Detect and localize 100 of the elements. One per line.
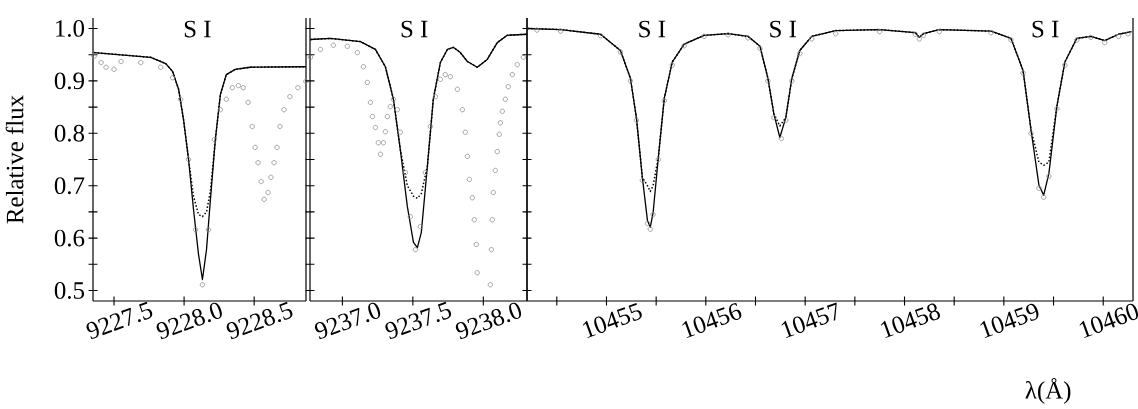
point bbox=[783, 117, 789, 123]
point bbox=[317, 46, 324, 53]
point bbox=[390, 96, 397, 102]
point bbox=[360, 64, 367, 70]
point bbox=[387, 103, 393, 110]
point bbox=[499, 108, 505, 114]
annotation: S I bbox=[401, 20, 428, 38]
y-tick-label: 0.9 bbox=[54, 72, 84, 90]
point bbox=[1028, 130, 1034, 136]
point bbox=[459, 107, 465, 113]
point bbox=[369, 113, 376, 120]
point bbox=[474, 270, 480, 276]
y-axis-title: Relative flux bbox=[5, 95, 24, 224]
point bbox=[271, 160, 277, 166]
x-tick-label: 9237.0 bbox=[314, 302, 381, 340]
point bbox=[277, 123, 283, 130]
point bbox=[265, 189, 271, 196]
point bbox=[382, 129, 388, 135]
x-axis-title: λ(Å) bbox=[1025, 378, 1071, 404]
x-tick-label: 10458 bbox=[880, 303, 940, 339]
point bbox=[489, 217, 495, 223]
point bbox=[534, 27, 540, 33]
point bbox=[505, 84, 511, 90]
x-tick-label: 10457 bbox=[781, 302, 837, 339]
point bbox=[344, 43, 350, 49]
point bbox=[650, 211, 656, 218]
point bbox=[492, 167, 498, 174]
point bbox=[514, 62, 520, 68]
point bbox=[669, 62, 675, 68]
point bbox=[407, 214, 413, 220]
point bbox=[240, 85, 246, 91]
point bbox=[701, 33, 707, 39]
point bbox=[765, 78, 771, 84]
point bbox=[255, 160, 261, 166]
point bbox=[509, 72, 515, 78]
point bbox=[464, 153, 470, 159]
point bbox=[354, 49, 360, 56]
point bbox=[205, 227, 212, 233]
y-tick-label: 0.5 bbox=[54, 282, 85, 299]
point bbox=[471, 217, 477, 223]
point bbox=[274, 144, 280, 151]
point bbox=[462, 129, 468, 135]
point bbox=[644, 220, 651, 227]
y-tick-label: 0.6 bbox=[54, 229, 85, 247]
point bbox=[303, 78, 309, 85]
point bbox=[367, 99, 374, 105]
x-tick-label: 9237.5 bbox=[385, 301, 452, 340]
point bbox=[473, 241, 479, 247]
point bbox=[1074, 37, 1080, 43]
point bbox=[229, 85, 235, 91]
point bbox=[185, 156, 192, 163]
point bbox=[466, 176, 472, 183]
point bbox=[217, 107, 223, 113]
point bbox=[91, 53, 97, 59]
point bbox=[1062, 62, 1068, 68]
point bbox=[797, 51, 803, 57]
x-tick-label: 9228.5 bbox=[226, 301, 293, 340]
point bbox=[211, 136, 217, 143]
point bbox=[633, 117, 639, 123]
point bbox=[778, 135, 784, 142]
point bbox=[364, 79, 370, 86]
point bbox=[1054, 106, 1060, 112]
point bbox=[936, 29, 942, 35]
point bbox=[245, 99, 251, 105]
point bbox=[397, 129, 403, 135]
point bbox=[496, 131, 502, 137]
point bbox=[661, 98, 667, 104]
point bbox=[307, 54, 314, 60]
point bbox=[627, 78, 634, 84]
point bbox=[833, 31, 839, 37]
x-tick-label: 10459 bbox=[980, 303, 1039, 339]
point bbox=[437, 76, 443, 82]
point bbox=[158, 64, 164, 70]
point bbox=[502, 96, 508, 102]
point bbox=[988, 30, 994, 36]
point bbox=[281, 107, 287, 113]
point bbox=[1125, 31, 1131, 37]
point bbox=[639, 177, 645, 184]
point bbox=[487, 282, 493, 288]
point bbox=[268, 174, 274, 180]
point bbox=[647, 226, 653, 232]
point bbox=[1102, 40, 1108, 46]
point bbox=[454, 86, 460, 92]
point bbox=[192, 227, 199, 233]
point bbox=[1036, 185, 1042, 191]
point bbox=[1088, 34, 1094, 40]
point bbox=[111, 66, 117, 72]
point bbox=[98, 59, 104, 66]
point bbox=[469, 195, 475, 201]
x-tick-label: 10460 bbox=[1079, 303, 1138, 339]
point bbox=[745, 35, 751, 41]
point bbox=[417, 223, 423, 230]
annotation: S I bbox=[639, 20, 666, 38]
point bbox=[412, 247, 419, 253]
point bbox=[597, 33, 604, 39]
point bbox=[876, 29, 883, 35]
point bbox=[447, 74, 453, 80]
point bbox=[372, 124, 378, 131]
annotation: S I bbox=[1032, 20, 1059, 38]
point bbox=[912, 31, 918, 37]
